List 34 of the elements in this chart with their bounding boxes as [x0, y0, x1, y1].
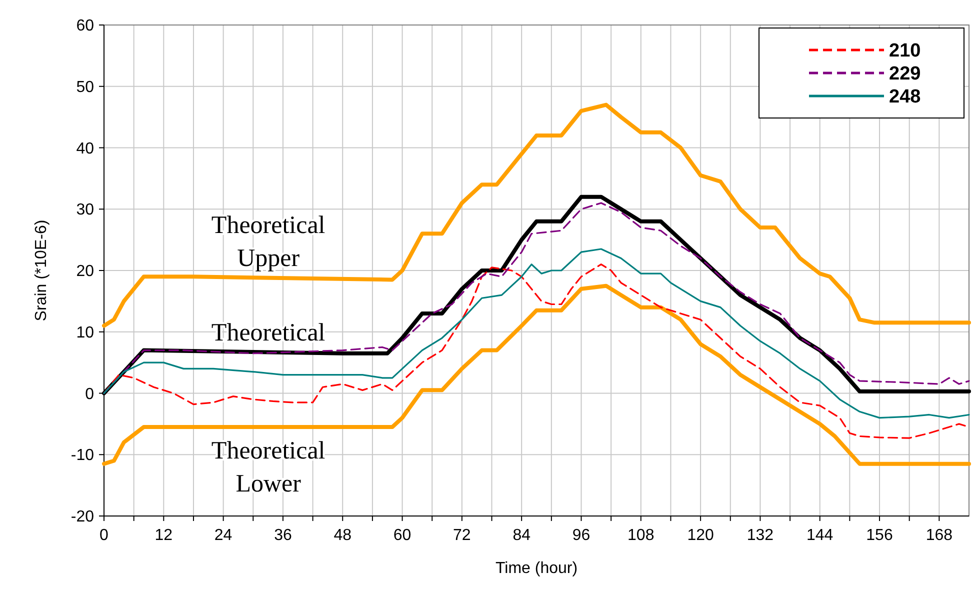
x-tick-label: 132 — [746, 527, 774, 544]
legend-label: 248 — [889, 86, 921, 108]
annotation: Theoretical — [211, 319, 326, 346]
legend-label: 229 — [889, 64, 921, 85]
line-series — [102, 284, 971, 466]
y-tick-label: 0 — [85, 386, 94, 403]
x-tick-label: 96 — [572, 527, 590, 544]
x-tick-label: 36 — [274, 527, 292, 544]
x-tick-label: 60 — [393, 527, 412, 544]
x-tick-label: 24 — [214, 527, 232, 544]
line-series — [103, 248, 970, 419]
y-tick-label: 30 — [76, 202, 94, 219]
annotation: Theoretical Lower — [211, 437, 326, 498]
x-tick-label: 156 — [866, 527, 893, 544]
y-tick-label: 50 — [76, 78, 94, 96]
x-tick-label: 0 — [100, 527, 109, 544]
x-tick-label: 72 — [453, 527, 471, 544]
x-tick-label: 48 — [334, 527, 352, 544]
y-tick-label: 20 — [76, 263, 94, 280]
y-tick-label: 10 — [76, 324, 94, 342]
x-tick-label: 144 — [806, 527, 834, 544]
x-tick-label: 108 — [628, 527, 654, 544]
x-tick-label: 12 — [154, 527, 173, 544]
y-axis-title: Srain (*10E-6) — [33, 220, 50, 322]
x-tick-label: 168 — [926, 527, 953, 544]
legend-label: 210 — [889, 40, 921, 62]
y-tick-label: 60 — [76, 18, 94, 35]
annotation: Theoretical Upper — [211, 212, 326, 272]
x-tick-label: 84 — [512, 527, 531, 544]
x-tick-label: 120 — [687, 527, 714, 544]
y-tick-label: -20 — [70, 508, 94, 526]
y-tick-label: -10 — [70, 447, 94, 464]
x-axis-title: Time (hour) — [495, 560, 578, 577]
y-tick-label: 40 — [76, 140, 94, 158]
